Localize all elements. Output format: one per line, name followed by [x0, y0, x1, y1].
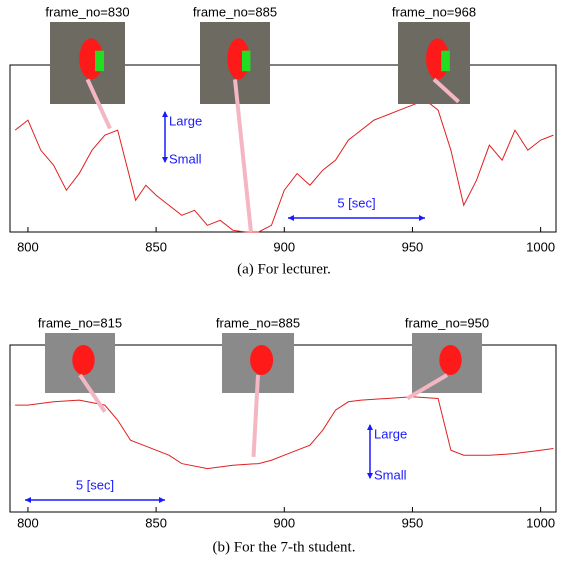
frame-label: frame_no=815	[38, 315, 122, 330]
pointer-arrow	[78, 373, 107, 413]
frame-label: frame_no=885	[193, 4, 277, 19]
thumbnail-green	[95, 50, 104, 72]
caption: (b) For the 7-th student.	[213, 539, 356, 555]
scale-arrowhead	[162, 111, 168, 163]
thumbnail-blob	[439, 345, 462, 375]
scale-large: Large	[169, 113, 202, 128]
scale-large: Large	[374, 426, 407, 441]
x-tick-label: 900	[273, 515, 295, 530]
thumbnail-green	[242, 50, 251, 72]
x-tick-label: 850	[145, 239, 167, 254]
x-tick-label: 800	[17, 239, 39, 254]
x-tick-label: 850	[145, 515, 167, 530]
caption: (a) For lecturer.	[237, 261, 331, 277]
pointer-arrow	[406, 373, 449, 401]
frame-label: frame_no=968	[392, 4, 476, 19]
x-tick-label: 950	[402, 515, 424, 530]
frame-label: frame_no=830	[45, 4, 129, 19]
thumbnail-blob	[72, 345, 95, 375]
plot-frame	[9, 64, 557, 233]
x-tick-label: 800	[17, 515, 39, 530]
pointer-arrow	[432, 77, 460, 104]
frame-label: frame_no=950	[405, 315, 489, 330]
x-tick-label: 1000	[526, 515, 555, 530]
pointer-arrow	[85, 78, 112, 130]
pointer-arrow	[251, 374, 260, 457]
x-tick-label: 950	[402, 239, 424, 254]
thumbnail-blob	[250, 345, 274, 375]
data-line	[15, 396, 554, 470]
pointer-arrow	[233, 79, 253, 233]
duration-label: 5 [sec]	[337, 195, 375, 210]
scale-small: Small	[374, 467, 407, 482]
scale-small: Small	[169, 151, 202, 166]
x-tick-label: 1000	[526, 239, 555, 254]
frame-label: frame_no=885	[216, 315, 300, 330]
data-line	[14, 99, 554, 233]
x-tick-label: 900	[273, 239, 295, 254]
duration-label: 5 [sec]	[76, 477, 114, 492]
scale-arrowhead	[367, 424, 373, 479]
thumbnail-green	[441, 50, 450, 72]
